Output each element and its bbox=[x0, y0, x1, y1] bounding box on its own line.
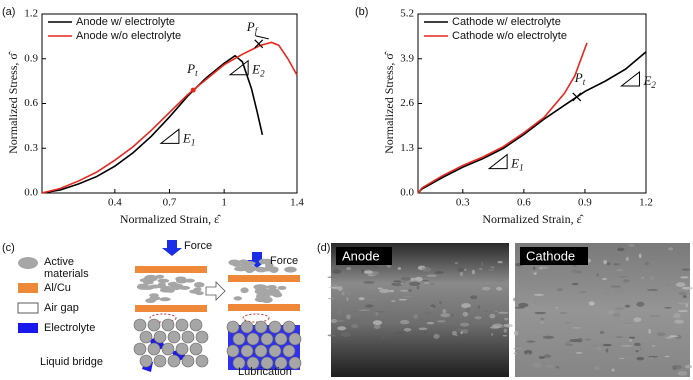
legend-label: Cathode w/o electrolyte bbox=[452, 30, 567, 42]
line-series bbox=[41, 41, 298, 194]
annotation: E1 bbox=[510, 156, 523, 173]
annotation-marker bbox=[190, 87, 196, 93]
y-tick-label: 1.3 bbox=[400, 142, 414, 154]
x-tick-label: 0.7 bbox=[163, 197, 177, 209]
force-label: Force bbox=[184, 240, 213, 252]
annotation-marker bbox=[487, 153, 508, 170]
line-series bbox=[41, 54, 264, 194]
force-label: Force bbox=[270, 255, 299, 267]
annotation-sub: 2 bbox=[651, 80, 656, 90]
annotation-sub: 1 bbox=[191, 137, 196, 147]
annotation-arrow bbox=[255, 35, 269, 40]
caption: Lubrication bbox=[238, 366, 292, 378]
line-series bbox=[417, 42, 588, 194]
illustration bbox=[17, 240, 302, 372]
y-tick-label: 0.0 bbox=[400, 187, 414, 199]
annotation-marker bbox=[228, 59, 249, 76]
x-tick-label: 0.3 bbox=[456, 197, 470, 209]
annotation-sub: t bbox=[583, 77, 586, 87]
panel-label: (c) bbox=[2, 242, 15, 254]
image-label-box bbox=[336, 247, 392, 265]
image-label: Anode bbox=[342, 248, 380, 263]
y-axis-title: Normalized Stress, σ̂ bbox=[6, 51, 20, 154]
x-tick-label: 0.9 bbox=[578, 197, 592, 209]
y-tick-label: 2.6 bbox=[400, 97, 414, 109]
annotation-sub: 2 bbox=[260, 69, 265, 79]
micrograph bbox=[515, 243, 690, 377]
annotation: E1 bbox=[182, 130, 195, 147]
legend-text: Electrolyte bbox=[44, 322, 96, 334]
image-label-box bbox=[520, 247, 588, 265]
x-axis-title: Normalized Strain, ε̂ bbox=[482, 212, 583, 226]
x-tick-label: 0.6 bbox=[517, 197, 531, 209]
y-tick-label: 0.9 bbox=[24, 52, 38, 64]
annotation-text: E bbox=[182, 130, 191, 145]
annotation-text: E bbox=[251, 62, 260, 77]
y-tick-label: 1.2 bbox=[24, 8, 38, 20]
panel-label: (b) bbox=[355, 6, 368, 18]
caption: Liquid bridge bbox=[40, 356, 103, 368]
legend-text: Air gap bbox=[44, 302, 79, 314]
annotation: E2 bbox=[642, 73, 656, 90]
annotation-text: P bbox=[186, 61, 195, 76]
annotation-marker bbox=[159, 128, 180, 144]
annotation: Pf bbox=[246, 19, 259, 36]
annotation-text: P bbox=[574, 70, 583, 85]
annotation-sub: f bbox=[255, 26, 259, 36]
image-label: Cathode bbox=[526, 248, 575, 263]
x-tick-label: 1.2 bbox=[639, 197, 653, 209]
legend-label: Cathode w/ electrolyte bbox=[452, 16, 561, 28]
legend-label: Anode w/o electrolyte bbox=[76, 30, 181, 42]
y-tick-label: 0.3 bbox=[24, 142, 38, 154]
legend-label: Anode w/ electrolyte bbox=[76, 16, 175, 28]
annotation-marker bbox=[620, 70, 640, 87]
annotation-marker bbox=[254, 39, 264, 49]
legend-text: Active materials bbox=[44, 256, 89, 280]
y-tick-label: 0.0 bbox=[24, 187, 38, 199]
annotation: Pt bbox=[186, 61, 198, 78]
line-series bbox=[417, 51, 647, 194]
annotation: E2 bbox=[251, 62, 265, 79]
panel-label: (d) bbox=[317, 242, 330, 254]
annotation-sub: 1 bbox=[519, 163, 524, 173]
x-tick-label: 1 bbox=[221, 197, 227, 209]
annotation-text: E bbox=[642, 73, 651, 88]
x-tick-label: 1.4 bbox=[290, 197, 304, 209]
annotation-text: E bbox=[510, 156, 519, 171]
annotation-sub: t bbox=[195, 68, 198, 78]
annotation: Pt bbox=[574, 70, 586, 87]
y-tick-label: 5.2 bbox=[400, 8, 414, 20]
panel-label: (a) bbox=[2, 6, 15, 18]
y-tick-label: 3.9 bbox=[400, 52, 414, 64]
y-axis-title: Normalized Stress, σ̂ bbox=[382, 51, 396, 154]
y-tick-label: 0.6 bbox=[24, 97, 38, 109]
legend-text: Al/Cu bbox=[44, 282, 71, 294]
x-axis-title: Normalized Strain, ε̂ bbox=[120, 212, 221, 226]
annotation-marker bbox=[572, 92, 582, 102]
annotation-text: P bbox=[246, 19, 255, 34]
x-tick-label: 0.4 bbox=[108, 197, 122, 209]
